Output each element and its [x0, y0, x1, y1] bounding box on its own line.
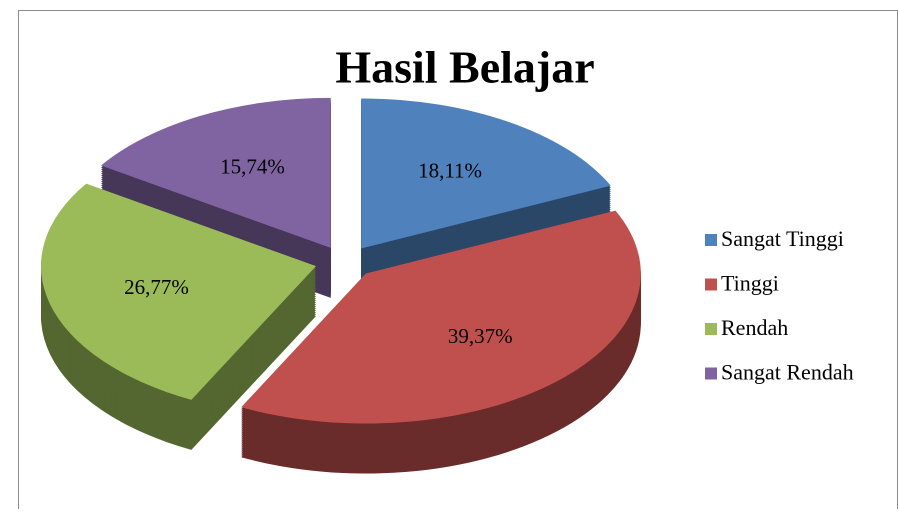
data-label: 15,74%	[220, 155, 285, 179]
slice-group	[241, 210, 641, 474]
slice	[361, 98, 611, 249]
chart-title: Hasil Belajar	[335, 42, 594, 93]
slice	[41, 183, 317, 400]
legend-swatch	[705, 234, 717, 246]
slice-group	[100, 97, 331, 298]
legend-label: Rendah	[721, 315, 788, 340]
slice	[241, 210, 641, 424]
legend-label: Sangat Rendah	[721, 360, 854, 385]
slice-group	[41, 183, 317, 450]
legend-label: Tinggi	[721, 271, 779, 296]
data-label: 39,37%	[448, 324, 513, 348]
legend-label: Sangat Tinggi	[721, 226, 844, 251]
slice	[100, 97, 331, 248]
legend-swatch	[705, 323, 717, 335]
legend-swatch	[705, 367, 717, 380]
data-label: 18,11%	[418, 159, 482, 183]
legend-swatch	[705, 278, 717, 291]
data-label: 26,77%	[124, 275, 189, 299]
